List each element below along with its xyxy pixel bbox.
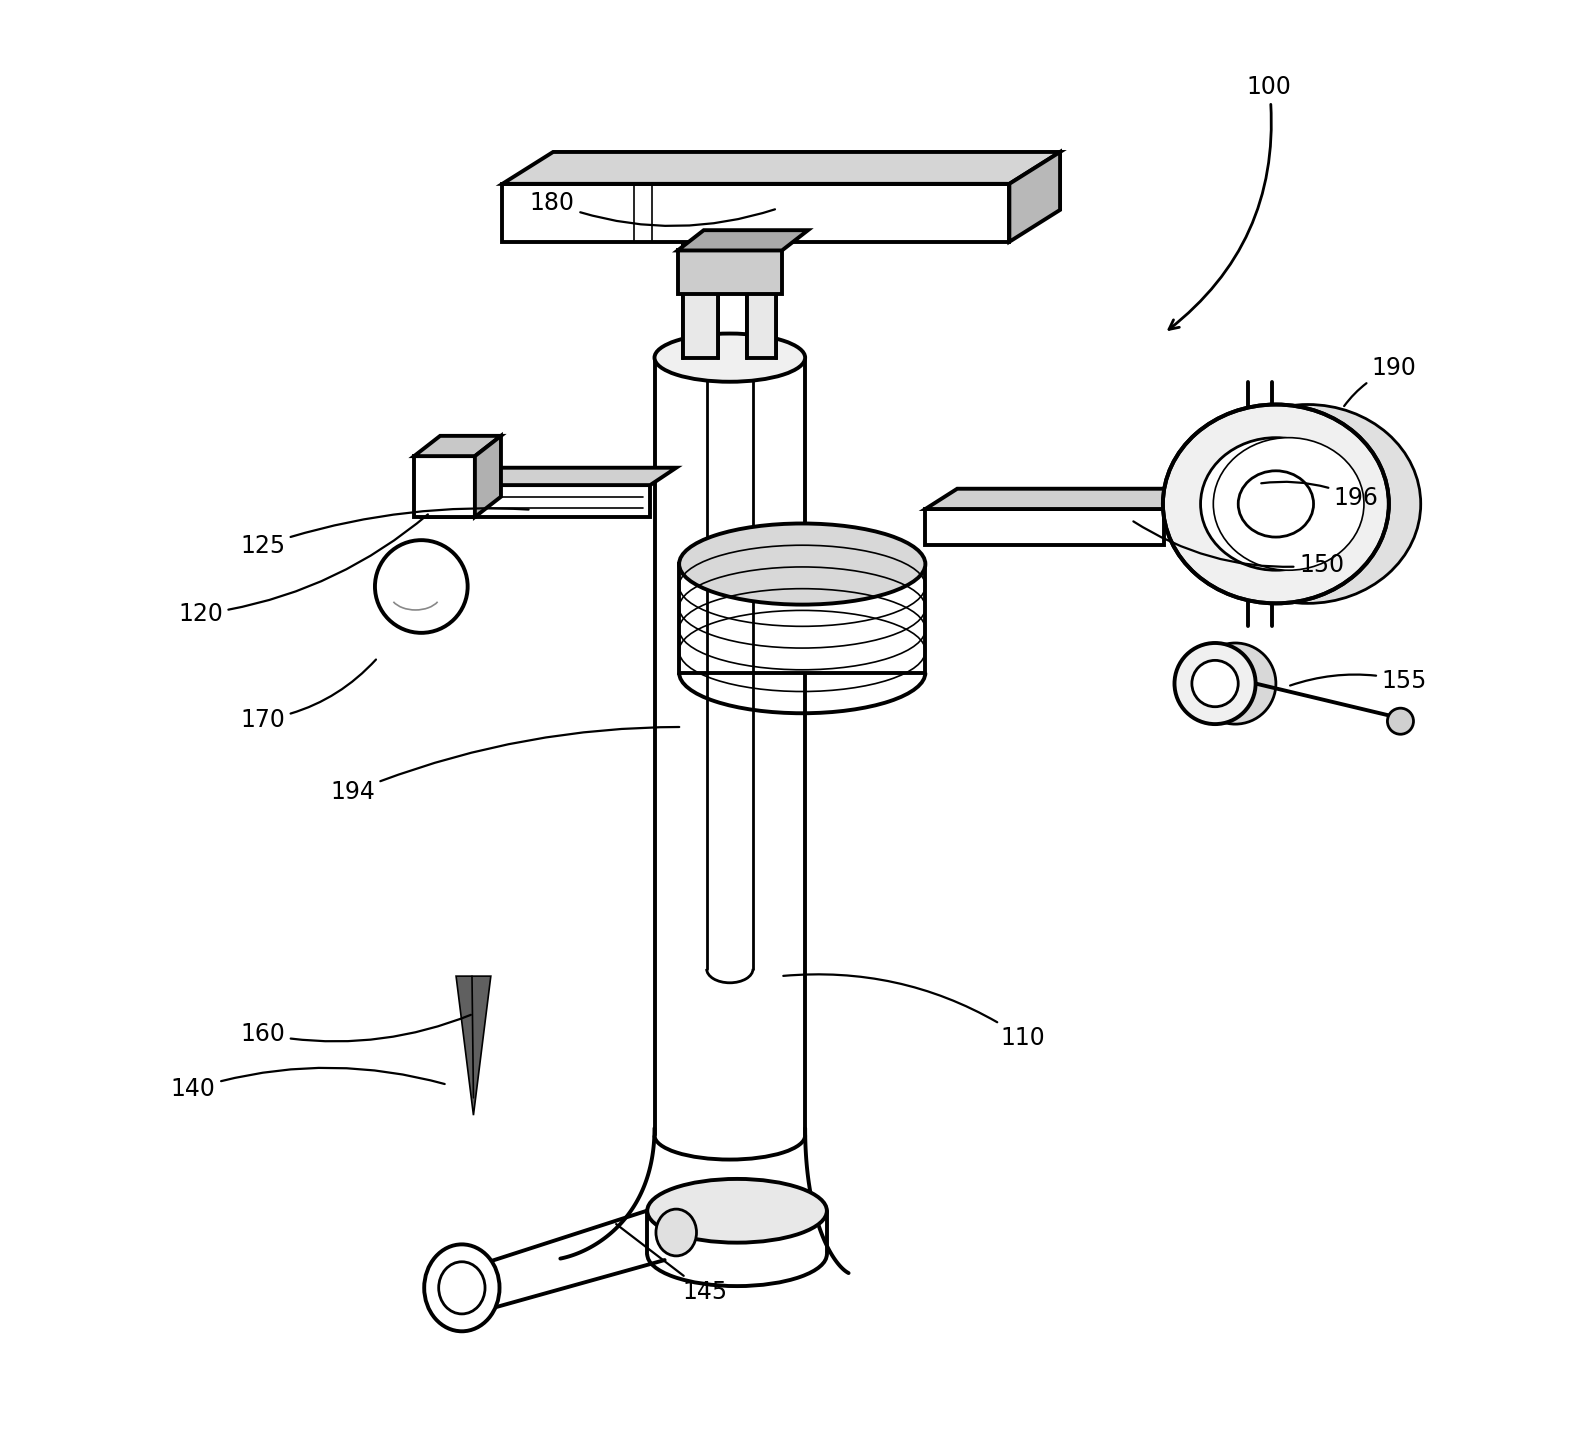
Polygon shape [677, 250, 782, 294]
Text: 100: 100 [1169, 74, 1291, 330]
Text: 125: 125 [240, 509, 528, 558]
Text: 145: 145 [617, 1224, 728, 1304]
Ellipse shape [1194, 404, 1421, 603]
Polygon shape [925, 509, 1164, 545]
Ellipse shape [1200, 438, 1352, 570]
Text: 155: 155 [1289, 669, 1426, 692]
Text: 140: 140 [170, 1067, 445, 1101]
Ellipse shape [1162, 404, 1388, 603]
Text: 160: 160 [240, 1015, 471, 1045]
Text: 180: 180 [529, 190, 774, 225]
Polygon shape [684, 241, 719, 358]
Polygon shape [1010, 153, 1061, 241]
Ellipse shape [1213, 438, 1364, 570]
Polygon shape [456, 976, 491, 1115]
Text: 110: 110 [784, 974, 1046, 1050]
Ellipse shape [439, 1262, 485, 1314]
Text: 170: 170 [240, 660, 375, 731]
Text: 196: 196 [1261, 481, 1379, 510]
Circle shape [1388, 708, 1414, 734]
Circle shape [375, 539, 467, 632]
Polygon shape [413, 457, 475, 518]
Ellipse shape [1194, 643, 1275, 724]
Ellipse shape [655, 333, 805, 382]
Polygon shape [421, 486, 650, 518]
Ellipse shape [1239, 471, 1313, 537]
Ellipse shape [647, 1179, 827, 1243]
Polygon shape [502, 153, 1061, 183]
Ellipse shape [679, 523, 925, 605]
Text: 194: 194 [331, 727, 679, 804]
Polygon shape [747, 241, 776, 358]
Polygon shape [502, 183, 1010, 241]
Ellipse shape [425, 1245, 499, 1332]
Polygon shape [679, 564, 925, 673]
Polygon shape [925, 489, 1196, 509]
Text: 150: 150 [1134, 522, 1344, 577]
Ellipse shape [657, 1210, 696, 1256]
Ellipse shape [1175, 643, 1256, 724]
Text: 120: 120 [178, 515, 428, 627]
Polygon shape [677, 230, 808, 250]
Text: 190: 190 [1344, 356, 1417, 406]
Ellipse shape [1192, 660, 1239, 707]
Polygon shape [413, 436, 501, 457]
Polygon shape [475, 436, 501, 518]
Polygon shape [421, 468, 676, 486]
